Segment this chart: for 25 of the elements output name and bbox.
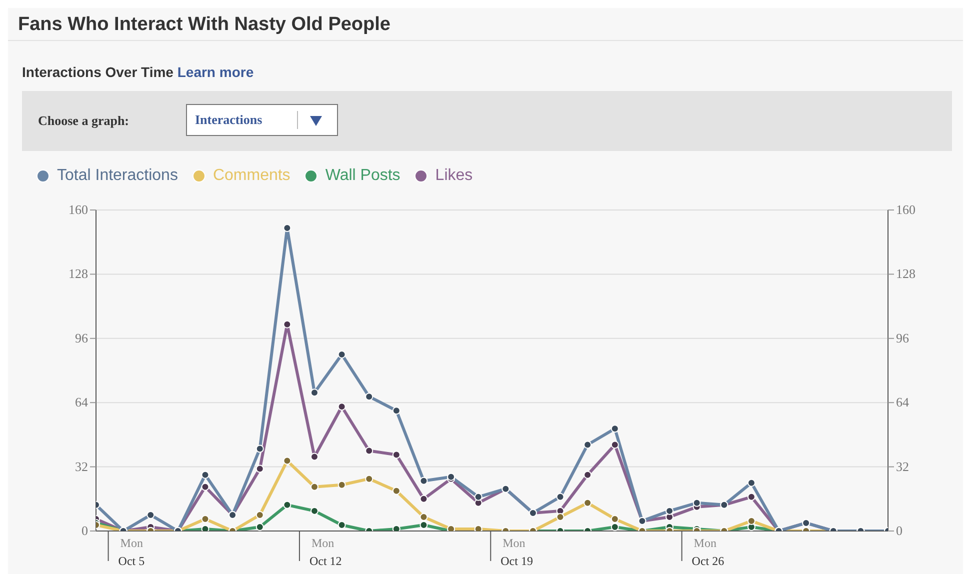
x-tick-label: Mon Oct 5 (118, 536, 145, 568)
chart-title: Fans Who Interact With Nasty Old People (18, 14, 390, 36)
y-tick-label: 96 (75, 330, 88, 346)
text: Choose a graph: (38, 113, 130, 129)
y2-tick-label: 32 (896, 458, 909, 474)
x-tick-label: Mon Oct 12 (309, 536, 342, 568)
y-tick-label: 128 (68, 266, 88, 282)
y2-tick-label: 64 (896, 394, 910, 410)
y2-tick-label: 128 (896, 266, 916, 282)
y-tick-label: 64 (75, 394, 88, 410)
y-tick-label: 160 (68, 202, 88, 217)
y2-tick-label: 0 (896, 523, 902, 538)
dropdown: Interactions (186, 104, 338, 136)
legend-label: Likes (435, 167, 473, 185)
legend-label: Comments (212, 167, 290, 185)
x-tick-label: Mon Oct 19 (500, 536, 533, 568)
x-tick-label: Mon Oct 26 (692, 536, 724, 568)
y-tick-label: 0 (82, 523, 88, 538)
chart-subtitle: Interactions Over Time (22, 64, 174, 80)
y-tick-label: 32 (75, 458, 88, 474)
text: Learn more (177, 64, 254, 80)
y2-tick-label: 160 (896, 202, 916, 217)
legend-label: Wall Posts (325, 167, 400, 185)
y2-tick-label: 96 (896, 330, 910, 346)
legend-label: Total Interactions (57, 167, 178, 185)
